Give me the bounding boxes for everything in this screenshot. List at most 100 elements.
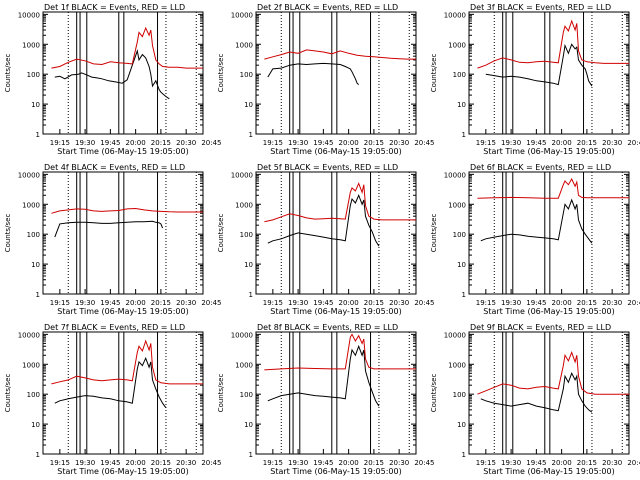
y-tick-label: 1 bbox=[462, 131, 466, 139]
lld-series-line bbox=[477, 19, 629, 69]
x-tick-label: 20:30 bbox=[389, 459, 409, 467]
x-tick-label: 19:30 bbox=[501, 459, 521, 467]
chart-title: Det 2f BLACK = Events, RED = LLD bbox=[257, 3, 398, 12]
x-tick-label: 19:45 bbox=[313, 459, 333, 467]
y-tick-label: 1 bbox=[249, 291, 253, 299]
y-tick-label: 10 bbox=[244, 101, 253, 109]
x-tick-label: 20:15 bbox=[577, 299, 597, 307]
x-tick-label: 19:15 bbox=[50, 459, 70, 467]
x-tick-label: 20:15 bbox=[364, 299, 384, 307]
y-axis-label: Counts/sec bbox=[4, 54, 12, 93]
x-tick-label: 20:45 bbox=[414, 139, 434, 147]
events-series-line bbox=[480, 372, 593, 413]
x-axis-label: Start Time (06-May-15 19:05:00) bbox=[270, 147, 401, 156]
x-tick-label: 20:00 bbox=[552, 139, 572, 147]
y-tick-label: 10 bbox=[244, 421, 253, 429]
y-tick-label: 1000 bbox=[235, 201, 253, 209]
lld-series-line bbox=[264, 333, 416, 371]
y-tick-label: 1000 bbox=[448, 41, 466, 49]
events-series-line bbox=[267, 62, 360, 85]
y-tick-label: 100 bbox=[240, 71, 253, 79]
plot-frame bbox=[255, 171, 417, 295]
y-tick-label: 1 bbox=[249, 131, 253, 139]
x-tick-label: 19:45 bbox=[100, 299, 120, 307]
y-axis-label: Counts/sec bbox=[430, 374, 438, 413]
chart-panel-1: Det 1f BLACK = Events, RED = LLD 1 10 100 10… bbox=[4, 3, 222, 156]
y-tick-label: 1000 bbox=[22, 41, 40, 49]
plot-frame bbox=[468, 171, 630, 295]
chart-panel-2: Det 2f BLACK = Events, RED = LLD 1 10 100 10… bbox=[217, 3, 435, 156]
lld-series-line bbox=[477, 177, 629, 199]
y-tick-label: 10 bbox=[457, 421, 466, 429]
chart-title: Det 9f BLACK = Events, RED = LLD bbox=[470, 323, 611, 332]
x-tick-label: 19:15 bbox=[476, 139, 496, 147]
y-tick-label: 100 bbox=[453, 231, 466, 239]
x-tick-label: 20:15 bbox=[577, 139, 597, 147]
chart-panel-4: Det 4f BLACK = Events, RED = LLD 1 10 100 10… bbox=[4, 163, 222, 316]
lld-series-line bbox=[477, 350, 629, 395]
y-tick-label: 1 bbox=[36, 291, 40, 299]
x-axis-label: Start Time (06-May-15 19:05:00) bbox=[57, 467, 188, 476]
y-axis-label: Counts/sec bbox=[217, 54, 225, 93]
y-tick-label: 1 bbox=[36, 451, 40, 459]
events-series-line bbox=[485, 43, 593, 87]
x-tick-label: 19:15 bbox=[263, 299, 283, 307]
y-tick-label: 10000 bbox=[231, 171, 253, 179]
y-axis-label: Counts/sec bbox=[217, 374, 225, 413]
x-tick-label: 20:00 bbox=[552, 459, 572, 467]
y-tick-label: 10 bbox=[244, 261, 253, 269]
y-axis-label: Counts/sec bbox=[430, 54, 438, 93]
x-tick-label: 20:15 bbox=[151, 459, 171, 467]
x-axis-label: Start Time (06-May-15 19:05:00) bbox=[57, 307, 188, 316]
y-tick-label: 100 bbox=[240, 391, 253, 399]
x-tick-label: 19:30 bbox=[501, 299, 521, 307]
x-tick-label: 20:30 bbox=[389, 139, 409, 147]
lld-series-line bbox=[51, 26, 203, 69]
plot-frame bbox=[42, 11, 204, 135]
chart-panel-6: Det 6f BLACK = Events, RED = LLD 1 10 100 10… bbox=[430, 163, 640, 316]
y-tick-label: 10000 bbox=[18, 171, 40, 179]
x-tick-label: 19:30 bbox=[501, 139, 521, 147]
x-tick-label: 20:45 bbox=[414, 299, 434, 307]
chart-panel-3: Det 3f BLACK = Events, RED = LLD 1 10 100 10… bbox=[430, 3, 640, 156]
y-tick-label: 1 bbox=[36, 131, 40, 139]
x-tick-label: 20:45 bbox=[201, 139, 221, 147]
x-axis-label: Start Time (06-May-15 19:05:00) bbox=[270, 307, 401, 316]
x-tick-label: 20:15 bbox=[577, 459, 597, 467]
x-axis-label: Start Time (06-May-15 19:05:00) bbox=[57, 147, 188, 156]
x-tick-label: 20:45 bbox=[414, 459, 434, 467]
y-tick-label: 1000 bbox=[235, 41, 253, 49]
x-tick-label: 19:45 bbox=[526, 459, 546, 467]
x-tick-label: 20:30 bbox=[602, 459, 622, 467]
chart-panel-8: Det 8f BLACK = Events, RED = LLD 1 10 100 10… bbox=[217, 323, 435, 476]
plot-frame bbox=[42, 331, 204, 455]
y-axis-label: Counts/sec bbox=[217, 214, 225, 253]
lld-series-line bbox=[264, 182, 416, 223]
y-tick-label: 1000 bbox=[22, 361, 40, 369]
y-tick-label: 10000 bbox=[18, 331, 40, 339]
x-tick-label: 20:00 bbox=[339, 139, 359, 147]
y-tick-label: 10 bbox=[31, 101, 40, 109]
x-tick-label: 20:30 bbox=[389, 299, 409, 307]
y-tick-label: 100 bbox=[27, 391, 40, 399]
x-tick-label: 20:15 bbox=[151, 299, 171, 307]
x-tick-label: 20:00 bbox=[126, 459, 146, 467]
x-tick-label: 20:00 bbox=[552, 299, 572, 307]
x-tick-label: 20:30 bbox=[176, 299, 196, 307]
chart-title: Det 4f BLACK = Events, RED = LLD bbox=[44, 163, 185, 172]
y-tick-label: 10 bbox=[31, 261, 40, 269]
lld-series-line bbox=[51, 339, 203, 385]
events-series-line bbox=[54, 356, 167, 409]
x-tick-label: 20:45 bbox=[201, 299, 221, 307]
y-tick-label: 100 bbox=[453, 71, 466, 79]
chart-panel-9: Det 9f BLACK = Events, RED = LLD 1 10 100 10… bbox=[430, 323, 640, 476]
y-tick-label: 1000 bbox=[235, 361, 253, 369]
x-tick-label: 20:30 bbox=[602, 299, 622, 307]
events-series-line bbox=[267, 344, 380, 407]
x-axis-label: Start Time (06-May-15 19:05:00) bbox=[483, 307, 614, 316]
x-tick-label: 19:30 bbox=[75, 459, 95, 467]
y-tick-label: 100 bbox=[240, 231, 253, 239]
chart-title: Det 1f BLACK = Events, RED = LLD bbox=[44, 3, 185, 12]
x-tick-label: 20:00 bbox=[339, 459, 359, 467]
